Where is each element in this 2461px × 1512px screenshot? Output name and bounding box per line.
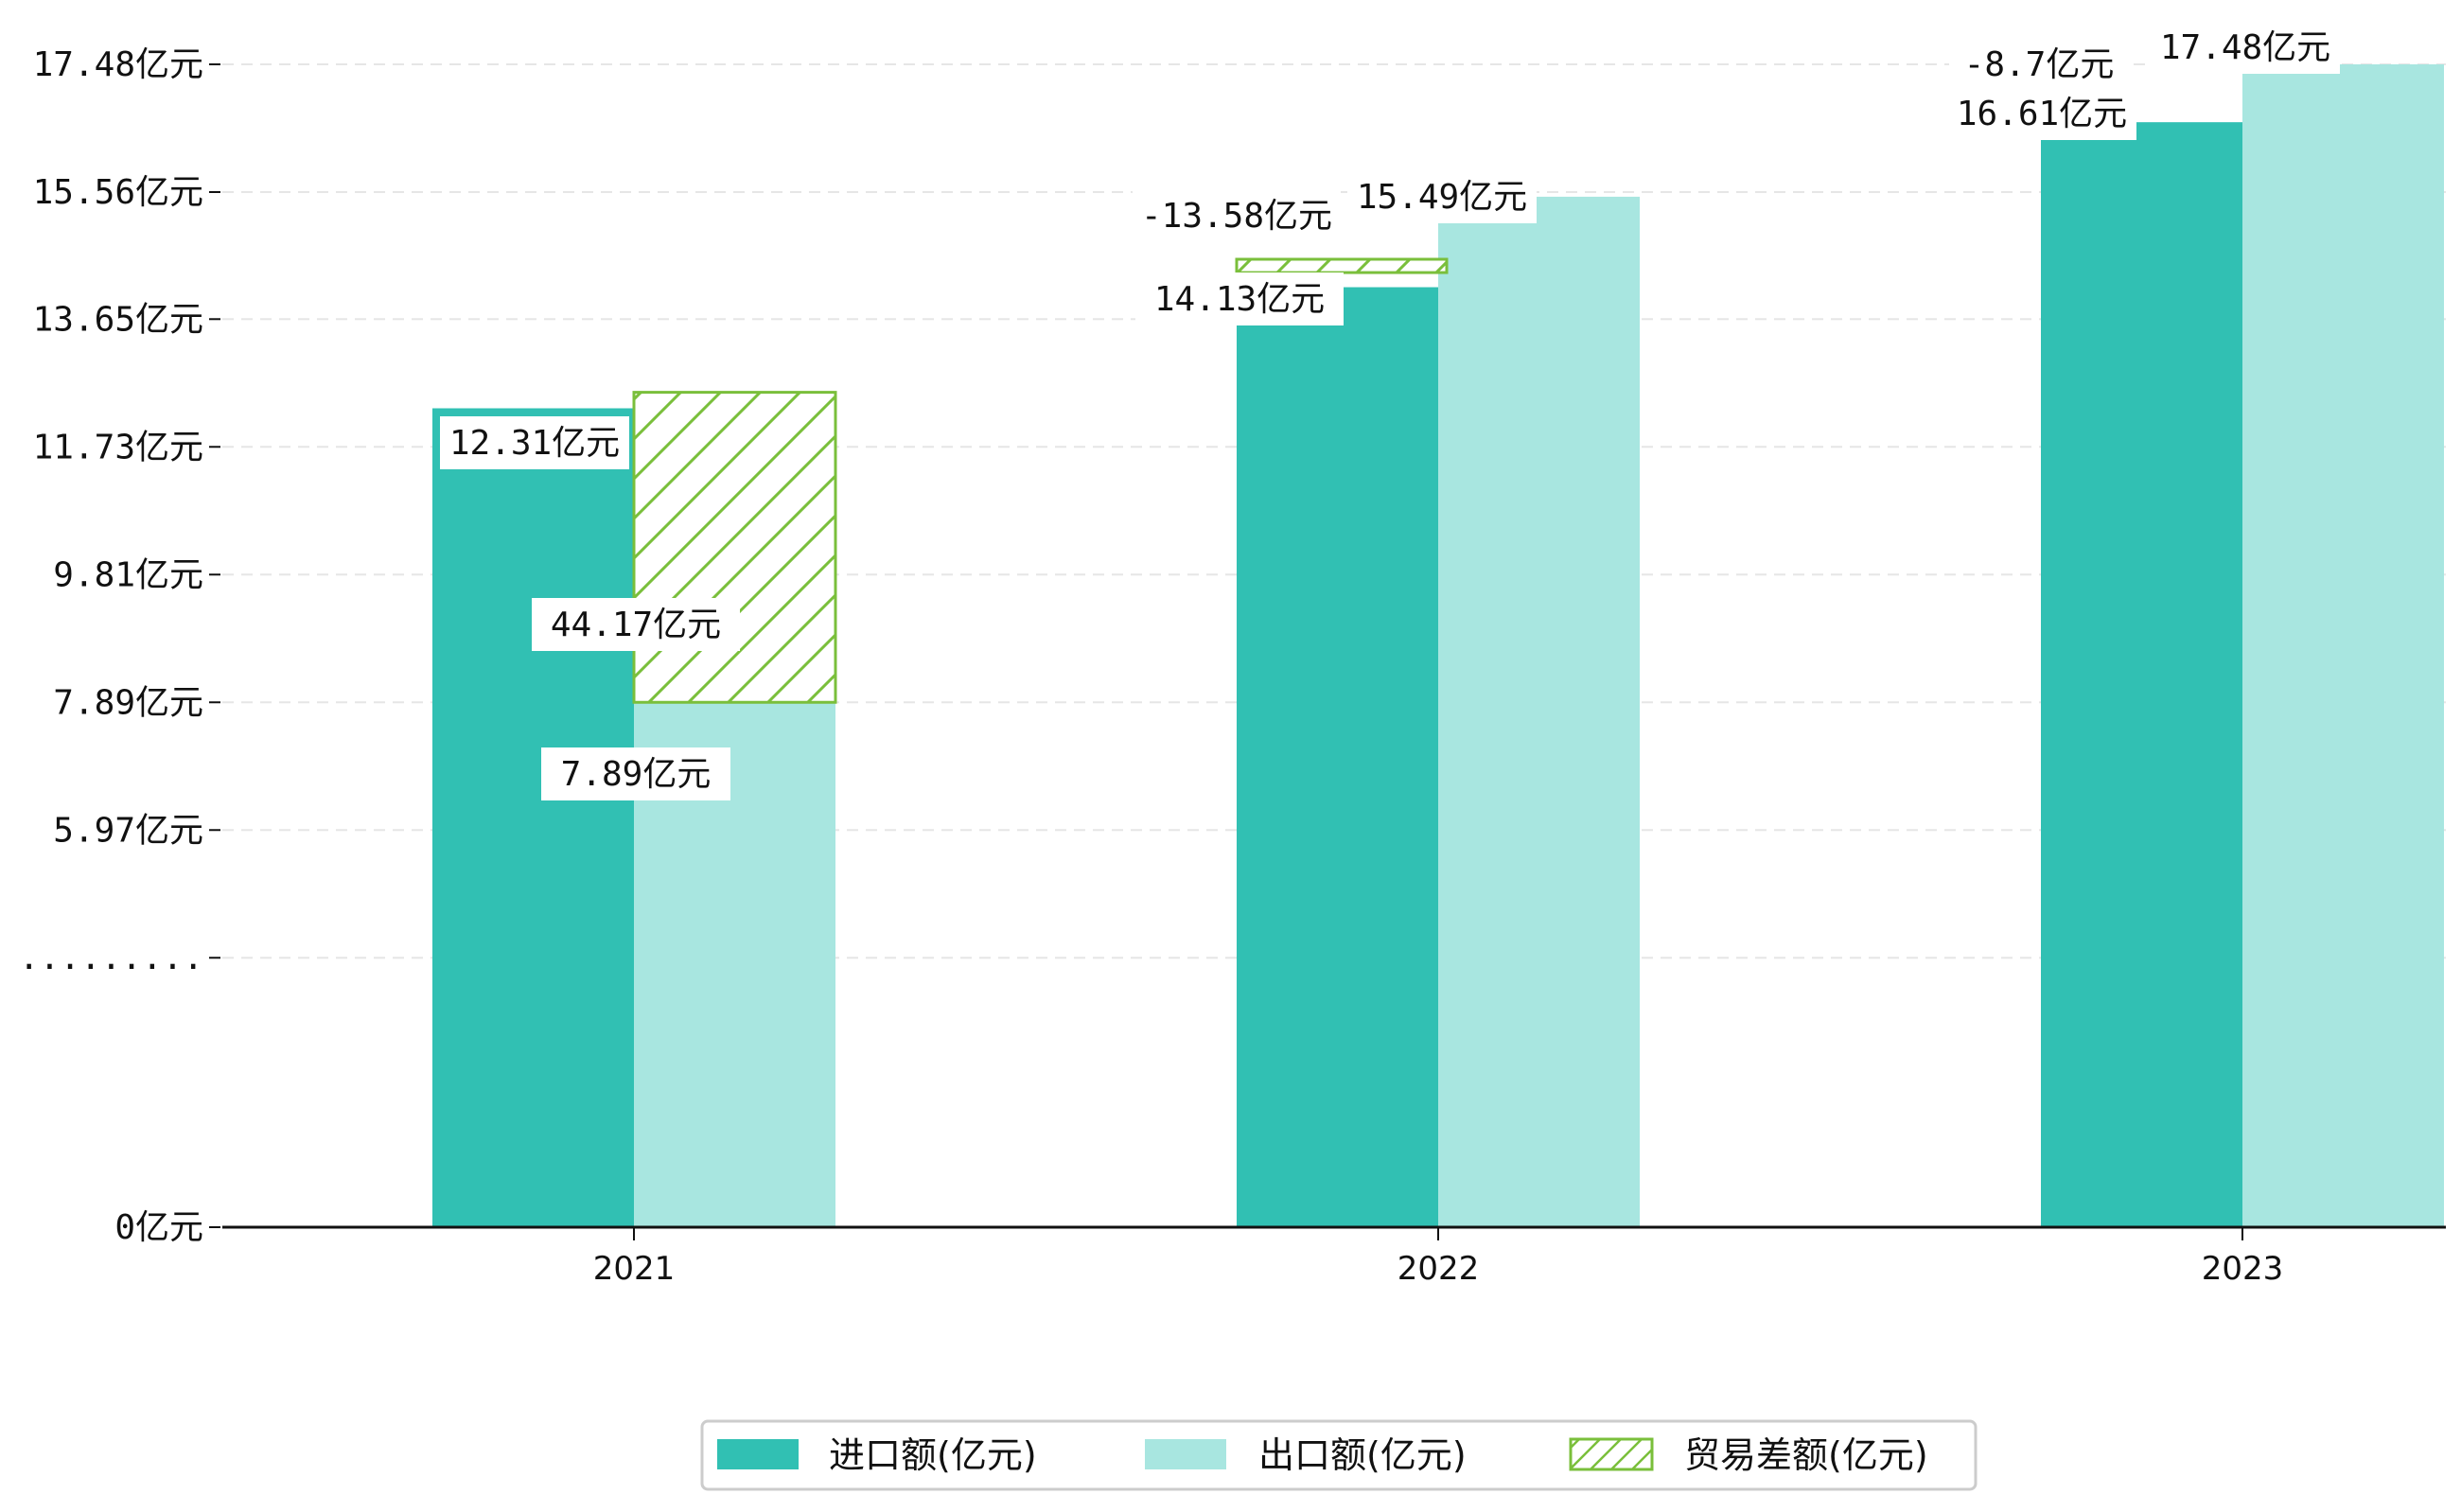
export-value-label-box xyxy=(2151,21,2340,74)
trade-balance-bar xyxy=(1235,257,1449,274)
export-value-label-box xyxy=(1347,170,1537,223)
export-bar xyxy=(2242,64,2444,1227)
trade-balance-value-label-box xyxy=(532,598,740,651)
y-tick-label: 11.73亿元 xyxy=(33,428,203,466)
y-tick-label: 9.81亿元 xyxy=(53,555,203,594)
import-value-label-box xyxy=(1135,273,1344,325)
y-tick-label: ......... xyxy=(19,939,203,977)
trade-balance-bar xyxy=(632,391,837,704)
legend: 进口额(亿元) 出口额(亿元) 贸易差额(亿元) xyxy=(700,1419,1978,1491)
trade-balance-value-label: 44.17亿元 xyxy=(551,606,721,644)
trade-balance-value-label: -13.58亿元 xyxy=(1141,197,1332,236)
legend-trade-balance-swatch xyxy=(1569,1437,1654,1471)
x-tick-label: 2022 xyxy=(1397,1250,1480,1288)
trade-balance-value-label-box xyxy=(1133,189,1341,242)
import-value-label: 16.61亿元 xyxy=(1957,95,2127,133)
import-value-label: 14.13亿元 xyxy=(1154,280,1325,319)
import-bar xyxy=(1237,287,1438,1227)
import-value-label-box xyxy=(1947,87,2136,140)
y-tick-label: 0亿元 xyxy=(114,1208,203,1247)
export-value-label: 7.89亿元 xyxy=(561,755,712,794)
import-bar xyxy=(2041,122,2242,1228)
y-tick-label: 15.56亿元 xyxy=(33,173,203,212)
legend-import-swatch xyxy=(717,1439,799,1469)
trade-balance-value-label-box xyxy=(1949,38,2129,91)
y-tick-label: 17.48亿元 xyxy=(33,45,203,84)
legend-box xyxy=(700,1419,1978,1491)
import-value-label-box xyxy=(440,416,629,469)
y-tick-label: 13.65亿元 xyxy=(33,300,203,339)
export-value-label: 15.49亿元 xyxy=(1357,178,1527,217)
import-bar xyxy=(432,408,634,1227)
x-tick-label: 2021 xyxy=(593,1250,676,1288)
axes: 0亿元......... 5.97亿元 7.89亿元 9.81亿元 11.73亿元 13.… xyxy=(19,45,2446,1288)
data-labels: 12.31亿元 7.89亿元 44.17亿元 14.13亿元 15.49亿元 -13.58… xyxy=(440,21,2340,800)
y-tick-label: 5.97亿元 xyxy=(53,811,203,850)
legend-export-swatch xyxy=(1145,1439,1226,1469)
export-value-label-box xyxy=(541,747,730,800)
trade-balance-value-label: -8.7亿元 xyxy=(1964,45,2115,84)
legend-import-label: 进口额(亿元) xyxy=(829,1434,1037,1476)
x-tick-label: 2023 xyxy=(2202,1250,2284,1288)
legend-trade-balance-label: 贸易差额(亿元) xyxy=(1684,1434,1928,1476)
bars xyxy=(432,62,2444,1228)
export-bar xyxy=(1438,196,1640,1227)
import-value-label: 12.31亿元 xyxy=(449,424,620,463)
legend-export-label: 出口额(亿元) xyxy=(1258,1434,1467,1476)
export-value-label: 17.48亿元 xyxy=(2160,28,2330,67)
y-tick-label: 7.89亿元 xyxy=(53,683,203,722)
